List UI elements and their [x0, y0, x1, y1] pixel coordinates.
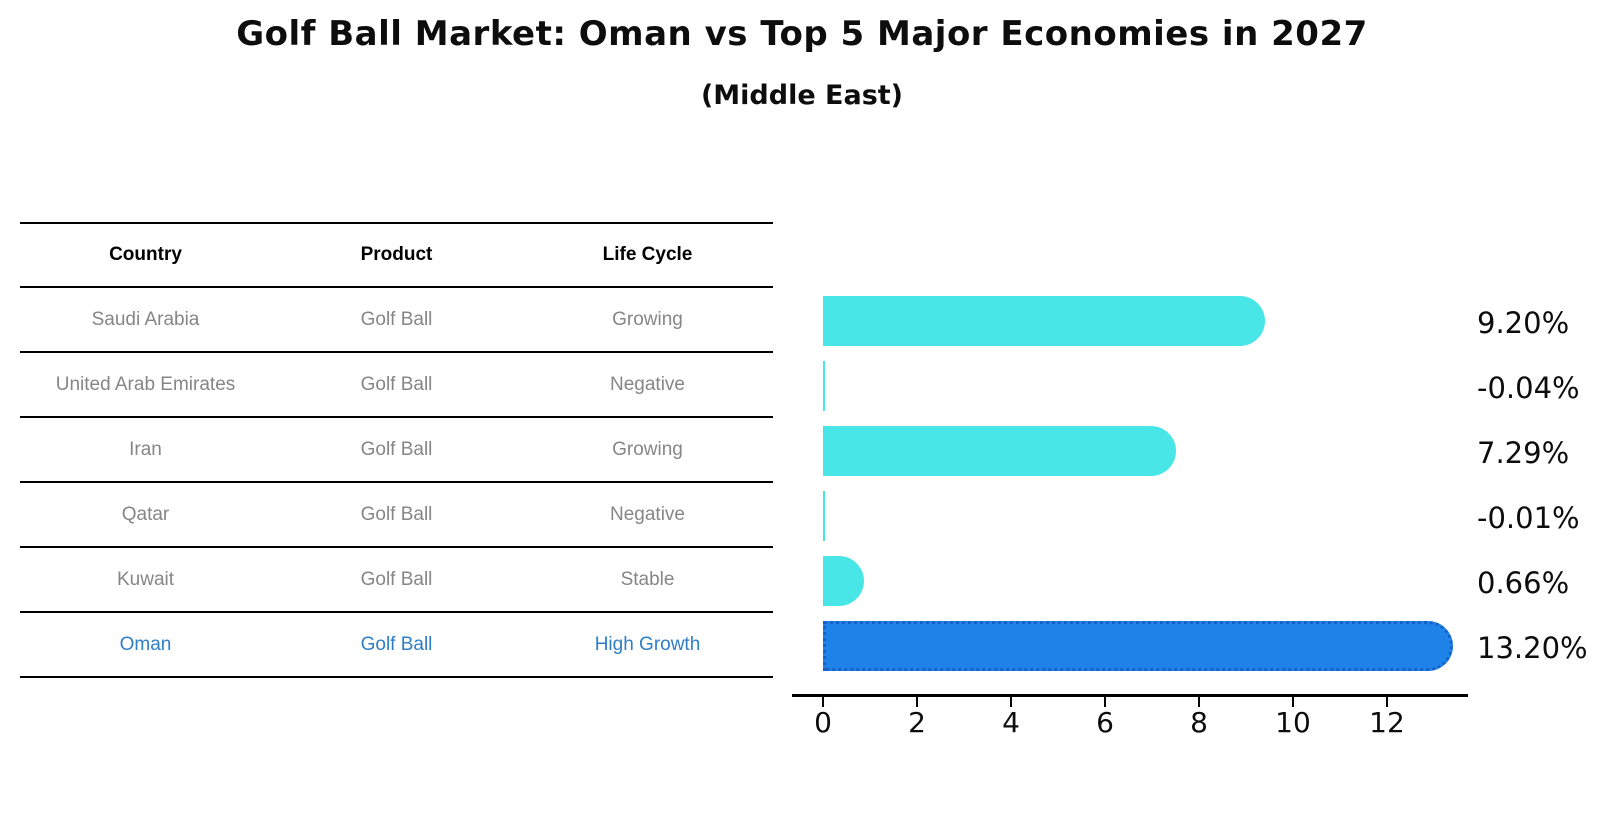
- x-tick-label: 4: [1002, 706, 1020, 739]
- table-cell-country: Oman: [119, 633, 172, 655]
- table-cell-country: Saudi Arabia: [91, 308, 200, 330]
- value-label-iran: 7.29%: [1477, 436, 1570, 470]
- column-header-life-cycle: Life Cycle: [602, 244, 693, 265]
- x-tick-label: 10: [1275, 706, 1311, 739]
- bar-united-arab-emirates: [823, 361, 825, 411]
- table-row-saudi-arabia: Saudi Arabia Golf Ball Growing: [20, 288, 773, 353]
- table-cell-product: Golf Ball: [360, 503, 433, 525]
- value-label-saudi-arabia: 9.20%: [1477, 306, 1570, 340]
- table-cell-life-cycle: High Growth: [594, 633, 701, 655]
- value-label-united-arab-emirates: -0.04%: [1477, 371, 1580, 405]
- table-row-iran: Iran Golf Ball Growing: [20, 418, 773, 483]
- table-cell-country: Iran: [129, 438, 162, 460]
- x-axis-line: [792, 694, 1468, 697]
- table-cell-life-cycle: Growing: [612, 438, 683, 460]
- table-cell-product: Golf Ball: [360, 373, 433, 395]
- table-cell-country: United Arab Emirates: [55, 373, 236, 395]
- bar-oman: [823, 621, 1454, 671]
- table-cell-country: Kuwait: [116, 568, 175, 590]
- x-tick-label: 0: [814, 706, 832, 739]
- x-tick: [1010, 697, 1012, 707]
- table-row-kuwait: Kuwait Golf Ball Stable: [20, 548, 773, 613]
- x-tick: [1386, 697, 1388, 707]
- x-tick: [1104, 697, 1106, 707]
- bar-qatar: [823, 491, 825, 541]
- column-header-product: Product: [360, 244, 433, 265]
- x-tick: [1198, 697, 1200, 707]
- table-cell-life-cycle: Negative: [610, 373, 685, 395]
- info-table: Country Product Life Cycle Saudi Arabia G…: [20, 222, 773, 678]
- x-tick-label: 6: [1096, 706, 1114, 739]
- x-tick: [1292, 697, 1294, 707]
- table-cell-product: Golf Ball: [360, 308, 433, 330]
- chart-subtitle: (Middle East): [700, 80, 904, 111]
- table-cell-product: Golf Ball: [360, 568, 433, 590]
- x-tick-label: 2: [908, 706, 926, 739]
- table-cell-life-cycle: Negative: [610, 503, 685, 525]
- bar-iran: [823, 426, 1176, 476]
- table-cell-life-cycle: Growing: [612, 308, 683, 330]
- table-cell-life-cycle: Stable: [620, 568, 675, 590]
- table-row-qatar: Qatar Golf Ball Negative: [20, 483, 773, 548]
- table-body: Saudi Arabia Golf Ball Growing United Arab …: [20, 288, 773, 678]
- table-header-row: Country Product Life Cycle: [20, 222, 773, 288]
- table-cell-product: Golf Ball: [360, 438, 433, 460]
- table-row-united-arab-emirates: United Arab Emirates Golf Ball Negative: [20, 353, 773, 418]
- x-tick-label: 8: [1190, 706, 1208, 739]
- column-header-country: Country: [109, 244, 182, 265]
- bar-saudi-arabia: [823, 296, 1266, 346]
- x-tick: [822, 697, 824, 707]
- value-label-oman: 13.20%: [1477, 631, 1588, 665]
- value-label-qatar: -0.01%: [1477, 501, 1580, 535]
- bar-kuwait: [823, 556, 865, 606]
- table-row-oman: Oman Golf Ball High Growth: [20, 613, 773, 678]
- table-cell-product: Golf Ball: [360, 633, 433, 655]
- table-cell-country: Qatar: [121, 503, 170, 525]
- chart-title: Golf Ball Market: Oman vs Top 5 Major Ec…: [236, 14, 1368, 54]
- x-tick-label: 12: [1369, 706, 1405, 739]
- x-tick: [916, 697, 918, 707]
- value-label-kuwait: 0.66%: [1477, 566, 1570, 600]
